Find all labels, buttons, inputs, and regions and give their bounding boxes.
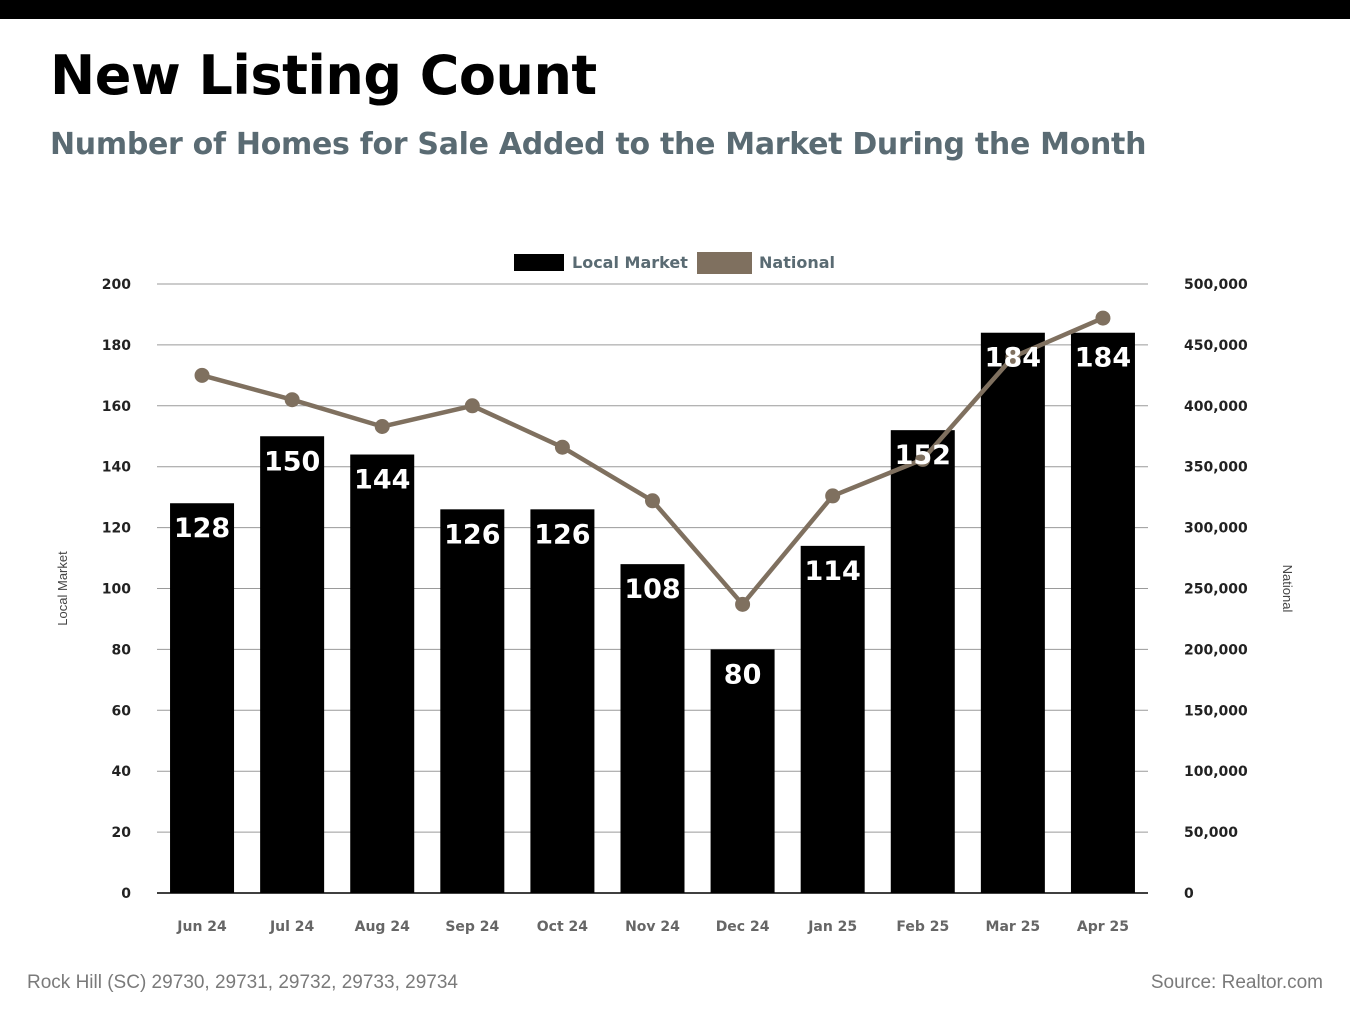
bar xyxy=(980,332,1045,894)
y2-tick-label: 50,000 xyxy=(1184,825,1238,841)
y-tick-label: 160 xyxy=(102,399,131,415)
y-tick-label: 60 xyxy=(112,703,132,719)
x-tick-label: Apr 25 xyxy=(1077,919,1129,935)
y-tick-label: 120 xyxy=(102,521,131,537)
bar xyxy=(710,649,775,893)
bar-data-label: 108 xyxy=(624,574,680,605)
bar-data-label: 128 xyxy=(174,513,230,544)
x-tick-label: Mar 25 xyxy=(986,919,1041,935)
legend-swatch-national xyxy=(697,252,752,274)
bar-data-label: 150 xyxy=(264,446,320,477)
bar-data-label: 114 xyxy=(804,556,860,587)
bar-data-label: 184 xyxy=(1075,343,1131,374)
bar-data-label: 80 xyxy=(724,659,762,690)
national-point xyxy=(284,392,300,408)
y-tick-label: 20 xyxy=(112,825,132,841)
y-tick-label: 140 xyxy=(102,460,131,476)
y2-tick-label: 100,000 xyxy=(1184,764,1248,780)
national-point xyxy=(735,596,751,612)
page-title: New Listing Count xyxy=(50,44,597,107)
x-tick-label: Nov 24 xyxy=(625,919,680,935)
y2-tick-label: 250,000 xyxy=(1184,582,1248,598)
y2-tick-label: 350,000 xyxy=(1184,460,1248,476)
y2-tick-label: 150,000 xyxy=(1184,703,1248,719)
y2-tick-label: 0 xyxy=(1184,886,1194,902)
bar-data-label: 144 xyxy=(354,465,410,496)
y-tick-label: 40 xyxy=(112,764,132,780)
y2-axis-title: National xyxy=(1280,565,1295,613)
page-subtitle: Number of Homes for Sale Added to the Ma… xyxy=(50,127,1147,162)
location-label: Rock Hill (SC) 29730, 29731, 29732, 2973… xyxy=(27,972,458,993)
x-tick-label: Feb 25 xyxy=(896,919,949,935)
bar-data-label: 152 xyxy=(895,440,951,471)
x-tick-label: Jan 25 xyxy=(807,919,857,935)
legend-label-local: Local Market xyxy=(572,253,688,272)
x-tick-label: Dec 24 xyxy=(716,919,770,935)
y2-tick-label: 500,000 xyxy=(1184,277,1248,293)
bar-data-label: 126 xyxy=(534,519,590,550)
x-tick-label: Oct 24 xyxy=(537,919,589,935)
bar xyxy=(1070,332,1135,894)
national-point xyxy=(194,367,210,383)
y2-tick-label: 300,000 xyxy=(1184,521,1248,537)
bar xyxy=(890,430,955,893)
bar-data-label: 184 xyxy=(985,343,1041,374)
legend-swatch-local xyxy=(514,254,564,271)
y-tick-label: 180 xyxy=(102,338,131,354)
y-tick-label: 0 xyxy=(121,886,131,902)
x-tick-label: Jun 24 xyxy=(176,919,227,935)
national-point xyxy=(1095,310,1111,326)
national-point xyxy=(1005,349,1021,365)
national-point xyxy=(554,439,570,455)
legend-label-national: National xyxy=(759,253,835,272)
x-tick-label: Jul 24 xyxy=(269,919,315,935)
bar-data-label: 126 xyxy=(444,519,500,550)
bar xyxy=(620,564,685,893)
national-point xyxy=(825,488,841,504)
y-tick-label: 200 xyxy=(102,277,131,293)
bar xyxy=(170,503,235,893)
bar xyxy=(530,509,595,893)
national-point xyxy=(374,419,390,435)
y2-tick-label: 200,000 xyxy=(1184,642,1248,658)
y-tick-label: 80 xyxy=(112,642,132,658)
national-point xyxy=(915,451,931,467)
source-label: Source: Realtor.com xyxy=(1150,972,1323,993)
bar xyxy=(260,436,325,893)
x-tick-label: Aug 24 xyxy=(355,919,410,935)
y2-tick-label: 450,000 xyxy=(1184,338,1248,354)
y2-tick-label: 400,000 xyxy=(1184,399,1248,415)
y-tick-label: 100 xyxy=(102,582,131,598)
chart: 0 0 20 50,000 40 100,000 60 150,000 80 200,000 100… xyxy=(55,252,1295,935)
top-bar xyxy=(0,0,1350,19)
bar xyxy=(440,509,505,893)
national-point xyxy=(645,493,660,509)
x-tick-label: Sep 24 xyxy=(445,919,499,935)
bar xyxy=(350,454,415,893)
national-line xyxy=(201,316,1104,607)
bar xyxy=(800,545,865,893)
y-axis-title: Local Market xyxy=(55,551,70,626)
national-point xyxy=(464,398,480,414)
